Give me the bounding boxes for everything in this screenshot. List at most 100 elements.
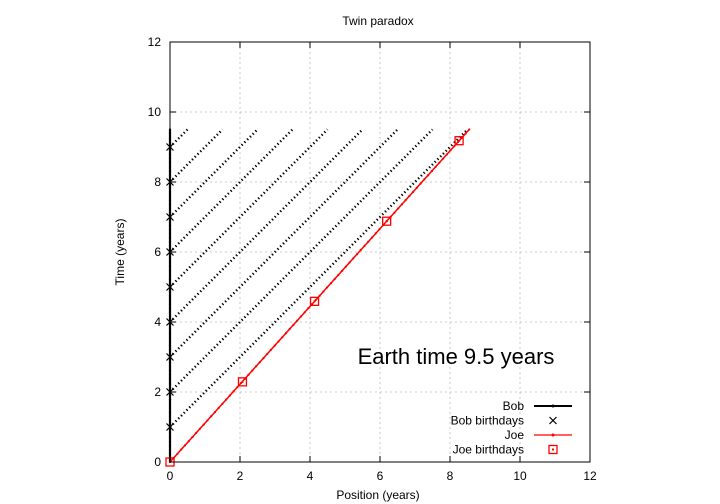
series-point bbox=[412, 190, 415, 193]
legend-sample-marker-stroke bbox=[549, 416, 557, 425]
series-point bbox=[202, 423, 205, 426]
series-point bbox=[404, 199, 407, 202]
series-point bbox=[277, 340, 280, 343]
data-marker-outer bbox=[381, 216, 392, 226]
series-point bbox=[333, 278, 336, 281]
legend-label: Joe birthdays bbox=[453, 443, 524, 457]
signal-line bbox=[169, 128, 434, 393]
series-point bbox=[318, 294, 321, 297]
data-marker bbox=[237, 377, 248, 387]
series-point bbox=[419, 182, 422, 185]
x-tick-label: 0 bbox=[167, 469, 174, 483]
signal-line bbox=[169, 128, 224, 183]
series-point bbox=[427, 174, 430, 177]
series-point bbox=[378, 228, 381, 231]
chart-title: Twin paradox bbox=[342, 14, 413, 28]
series-point bbox=[337, 273, 340, 277]
series-point bbox=[340, 269, 344, 272]
series-point bbox=[236, 386, 239, 389]
series-point bbox=[273, 344, 276, 347]
series-point bbox=[247, 373, 250, 376]
data-marker-outer bbox=[309, 296, 320, 307]
series-point bbox=[438, 161, 441, 164]
series-point bbox=[187, 440, 190, 443]
series-point bbox=[441, 157, 445, 160]
series-point bbox=[180, 448, 183, 451]
signal-line bbox=[169, 128, 364, 323]
series-point bbox=[210, 415, 213, 418]
series-point bbox=[217, 406, 220, 410]
x-tick-label: 12 bbox=[583, 469, 597, 483]
x-tick-label: 2 bbox=[237, 469, 244, 483]
series-point bbox=[232, 390, 235, 393]
series-point bbox=[296, 319, 299, 322]
earth-time-annotation: Earth time 9.5 years bbox=[358, 344, 555, 369]
series-point bbox=[430, 169, 433, 173]
series-point bbox=[191, 435, 194, 439]
series-point bbox=[221, 402, 224, 405]
series-point bbox=[445, 153, 448, 156]
series-point bbox=[311, 302, 314, 306]
series-point bbox=[344, 265, 347, 268]
series-point bbox=[254, 365, 258, 368]
series-layer bbox=[165, 128, 471, 467]
series-point bbox=[258, 361, 261, 364]
data-marker-inner bbox=[313, 300, 316, 303]
series-point bbox=[269, 348, 273, 351]
data-marker bbox=[381, 216, 392, 226]
series-point bbox=[468, 128, 471, 131]
legend-sample-marker-outer bbox=[548, 444, 558, 455]
x-axis-label: Position (years) bbox=[336, 488, 419, 502]
data-marker-outer bbox=[237, 377, 248, 387]
series-point bbox=[326, 286, 329, 289]
series-point bbox=[176, 452, 179, 455]
series-point bbox=[322, 290, 325, 293]
x-tick-label: 10 bbox=[513, 469, 527, 483]
y-tick-label: 10 bbox=[148, 105, 162, 119]
series-point bbox=[183, 444, 187, 447]
series-point bbox=[359, 248, 362, 252]
series-point bbox=[397, 207, 400, 210]
legend-sample-marker bbox=[548, 444, 558, 455]
data-marker bbox=[309, 296, 320, 307]
grid-layer bbox=[170, 42, 590, 462]
x-tick-label: 8 bbox=[447, 469, 454, 483]
signal-line bbox=[169, 128, 399, 358]
x-tick-label: 4 bbox=[307, 469, 314, 483]
series-point bbox=[348, 261, 351, 264]
legend-label: Bob birthdays bbox=[451, 414, 524, 428]
data-marker bbox=[454, 136, 464, 146]
ticks-layer: 0 2 4 6 8 10 12 0 2 4 6 8 10 12 bbox=[148, 35, 597, 483]
series-point bbox=[434, 165, 437, 169]
data-marker-outer bbox=[454, 136, 464, 146]
series-point bbox=[423, 178, 426, 181]
legend-item: Bob birthdays bbox=[451, 414, 557, 428]
series-point bbox=[400, 203, 404, 206]
series-point bbox=[266, 352, 269, 356]
legend-label: Bob bbox=[503, 399, 525, 413]
series-point bbox=[393, 211, 396, 214]
x-tick-label: 6 bbox=[377, 469, 384, 483]
series-point bbox=[363, 244, 366, 247]
series-point bbox=[453, 145, 456, 148]
series-point bbox=[225, 398, 228, 401]
signal-line bbox=[169, 128, 329, 288]
series-point bbox=[329, 282, 332, 285]
signal-lines-layer bbox=[169, 128, 469, 428]
y-tick-label: 4 bbox=[154, 315, 161, 329]
series-point bbox=[449, 149, 452, 152]
data-marker-inner bbox=[385, 220, 388, 223]
series-point bbox=[299, 315, 303, 318]
data-marker-inner bbox=[241, 380, 244, 383]
legend-item: Bob bbox=[503, 399, 572, 413]
series-point bbox=[251, 369, 254, 372]
legend-sample-point bbox=[551, 404, 555, 408]
y-tick-label: 2 bbox=[154, 385, 161, 399]
series-point bbox=[262, 356, 265, 360]
y-tick-label: 0 bbox=[154, 455, 161, 469]
series-point bbox=[281, 336, 284, 339]
series-point bbox=[195, 431, 198, 435]
legend-sample-point bbox=[551, 433, 555, 437]
